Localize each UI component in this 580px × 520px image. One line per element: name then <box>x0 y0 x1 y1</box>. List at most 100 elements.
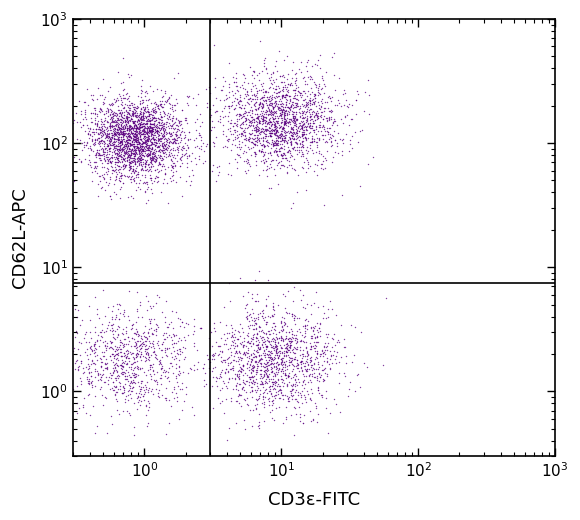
Point <box>330 71 339 79</box>
Point <box>305 376 314 385</box>
Point <box>269 319 278 327</box>
Point <box>266 126 276 134</box>
Point <box>160 146 169 154</box>
Point <box>158 129 167 138</box>
Point <box>125 132 135 140</box>
Point <box>303 126 312 135</box>
Point <box>137 120 147 128</box>
Point <box>164 121 173 129</box>
Point <box>263 120 272 128</box>
Point <box>144 108 153 116</box>
Point <box>129 109 139 117</box>
Point <box>187 365 196 373</box>
Point <box>184 136 193 144</box>
Point <box>273 141 282 149</box>
Point <box>298 148 307 156</box>
Point <box>104 155 114 164</box>
Point <box>171 139 180 147</box>
Point <box>173 115 182 124</box>
Point <box>127 107 136 115</box>
Point <box>154 119 164 127</box>
Point <box>96 157 105 165</box>
Point <box>129 142 138 150</box>
Point <box>102 359 111 368</box>
Point <box>147 124 156 132</box>
Point <box>146 158 155 166</box>
Point <box>278 363 288 371</box>
Point <box>88 383 97 391</box>
Point <box>234 110 244 118</box>
Point <box>132 349 142 357</box>
Point <box>260 127 269 135</box>
Point <box>314 112 323 121</box>
Point <box>234 375 243 383</box>
Point <box>278 149 288 157</box>
Point <box>355 181 364 190</box>
Point <box>270 122 280 131</box>
Point <box>118 362 127 370</box>
Point <box>148 126 158 135</box>
Point <box>149 136 158 144</box>
Point <box>111 130 120 138</box>
Point <box>302 115 311 123</box>
Point <box>264 123 274 132</box>
Point <box>151 113 160 122</box>
Point <box>111 131 121 139</box>
Point <box>231 381 241 389</box>
Point <box>234 347 243 355</box>
Point <box>302 101 311 109</box>
Point <box>256 98 265 106</box>
Point <box>124 149 133 157</box>
Point <box>157 141 166 149</box>
Point <box>266 144 276 152</box>
Point <box>238 110 247 118</box>
Point <box>246 373 255 382</box>
Point <box>280 126 289 135</box>
Point <box>161 145 170 153</box>
Point <box>276 133 285 141</box>
Point <box>168 153 177 162</box>
Point <box>111 158 121 166</box>
Point <box>94 342 103 350</box>
Point <box>92 168 101 177</box>
Point <box>246 372 256 381</box>
Point <box>315 104 324 112</box>
Point <box>246 121 256 129</box>
Point <box>219 377 228 385</box>
Point <box>182 99 191 107</box>
Point <box>307 134 317 142</box>
Point <box>289 135 299 143</box>
Point <box>263 118 273 126</box>
Point <box>116 137 125 146</box>
Point <box>88 347 97 356</box>
Point <box>128 135 137 144</box>
Point <box>125 166 134 174</box>
Point <box>295 413 304 421</box>
Point <box>257 355 266 363</box>
Point <box>122 346 132 355</box>
Point <box>140 342 150 350</box>
Point <box>303 367 312 375</box>
Point <box>313 56 322 64</box>
Point <box>114 129 123 138</box>
Point <box>115 109 124 118</box>
Point <box>146 127 155 136</box>
Point <box>132 127 142 136</box>
Point <box>148 120 158 128</box>
Point <box>251 358 260 367</box>
Point <box>288 330 297 339</box>
Point <box>250 134 259 142</box>
Point <box>126 140 136 149</box>
Point <box>124 409 133 418</box>
Point <box>303 73 313 82</box>
Point <box>177 142 187 151</box>
Point <box>306 97 315 105</box>
Point <box>278 84 288 93</box>
Point <box>160 141 169 149</box>
Point <box>135 145 144 153</box>
Point <box>125 145 134 153</box>
Point <box>285 354 294 362</box>
Point <box>115 126 125 134</box>
Point <box>260 132 270 140</box>
Point <box>276 344 285 352</box>
